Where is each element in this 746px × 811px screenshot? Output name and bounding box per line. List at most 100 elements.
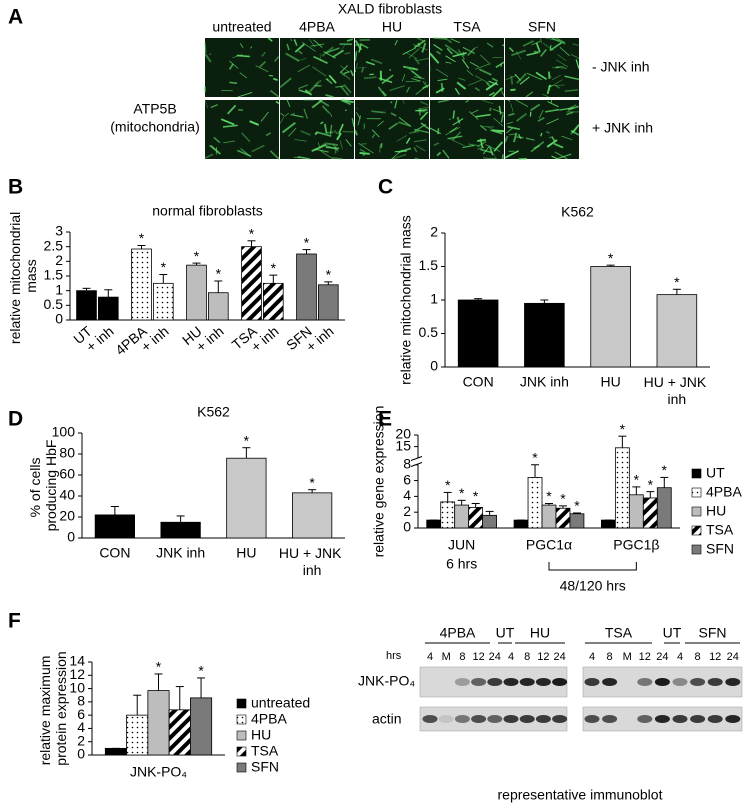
mitochondria-strand: [300, 130, 311, 136]
mitochondria-strand: [361, 43, 369, 49]
mitochondria-strand: [422, 84, 430, 90]
mitochondria-strand: [391, 153, 407, 160]
mitochondria-strand: [237, 149, 252, 158]
mitochondria-strand: [470, 109, 479, 114]
panel-letter: A: [8, 6, 23, 29]
significance-star: *: [560, 491, 566, 507]
y-tick-label: 12: [69, 666, 85, 682]
significance-star: *: [674, 274, 680, 290]
y-tick-label: 8: [403, 455, 411, 471]
mitochondria-strand: [316, 131, 332, 137]
blot-band: [535, 678, 551, 686]
blot-band: [422, 715, 438, 723]
significance-star: *: [249, 226, 255, 242]
y-axis-label: relative gene expression: [371, 406, 387, 558]
mitochondria-strand: [340, 65, 350, 73]
mitochondria-strand: [371, 133, 376, 139]
y-tick-label: 20: [59, 508, 75, 524]
x-tick-label: PGC1α: [526, 537, 572, 553]
mitochondria-strand: [449, 118, 451, 121]
x-tick-label: PGC1β: [613, 537, 659, 553]
blot-group-label: SFN: [699, 625, 727, 641]
mitochondria-strand: [377, 120, 384, 127]
blot-group-label: UT: [496, 625, 515, 641]
bar: [642, 497, 658, 529]
mitochondria-strand: [346, 38, 353, 42]
bar: [291, 492, 333, 539]
mitochondria-strand: [468, 110, 479, 121]
mitochondria-strand: [388, 122, 399, 130]
mitochondria-strand: [309, 81, 320, 93]
mitochondria-strand: [354, 51, 358, 62]
mitochondria-strand: [456, 81, 467, 90]
mitochondria-strand: [450, 38, 461, 44]
blot-band: [503, 715, 519, 723]
mitochondria-strand: [325, 94, 334, 98]
mitochondria-strand: [269, 150, 280, 160]
mitochondria-strand: [516, 112, 527, 122]
mitochondria-strand: [456, 116, 461, 124]
legend-label: SFN: [251, 759, 279, 775]
significance-star: *: [459, 485, 465, 501]
significance-star: *: [194, 248, 200, 264]
mitochondria-strand: [506, 127, 513, 134]
blot-band: [690, 678, 706, 686]
mitochondria-strand: [339, 65, 348, 74]
y-tick-label: 2: [77, 732, 85, 748]
mitochondria-strand: [555, 59, 569, 68]
bar: [296, 253, 317, 321]
x-tick-label: JNK inh: [156, 545, 205, 561]
lane-label: M: [623, 651, 632, 663]
mitochondria-strand: [310, 43, 325, 47]
mitochondria-strand: [545, 130, 550, 134]
mitochondria-strand: [413, 139, 427, 143]
mitochondria-strand: [457, 49, 465, 60]
mitochondria-strand: [398, 121, 411, 127]
mitochondria-strand: [545, 108, 560, 113]
blot-group-label: UT: [663, 625, 682, 641]
mitochondria-strand: [408, 130, 420, 134]
bar: [541, 504, 557, 529]
mitochondria-strand: [435, 68, 449, 77]
mitochondria-strand: [489, 107, 492, 112]
blot-band: [487, 715, 503, 723]
mitochondria-strand: [414, 57, 421, 65]
mitochondria-strand: [548, 79, 563, 89]
blot-band: [454, 678, 470, 686]
bar: [76, 290, 97, 321]
lane-label: 12: [472, 651, 484, 663]
legend-swatch: [236, 746, 247, 757]
significance-star: *: [532, 449, 538, 465]
bar: [656, 294, 698, 368]
mitochondria-strand: [344, 109, 347, 112]
blot-band: [602, 715, 618, 723]
mitochondria-strand: [402, 99, 405, 105]
mitochondria-strand: [489, 147, 494, 156]
mitochondria-strand: [415, 109, 428, 112]
mitochondria-strand: [533, 50, 540, 54]
mitochondria-strand: [421, 42, 427, 53]
mitochondria-strand: [538, 109, 544, 119]
y-tick-label: 80: [59, 445, 75, 461]
mitochondria-strand: [508, 133, 517, 136]
mitochondria-strand: [424, 81, 427, 85]
mitochondria-strand: [493, 153, 497, 160]
y-tick-label: 6: [403, 471, 411, 487]
mitochondria-strand: [481, 99, 494, 105]
mitochondria-strand: [381, 90, 387, 97]
y-tick-label: 0: [403, 519, 411, 535]
mitochondria-strand: [332, 157, 343, 160]
mitochondria-strand: [329, 124, 333, 135]
bar: [482, 514, 498, 529]
mitochondria-strand: [227, 104, 237, 115]
bar: [317, 284, 339, 321]
mitochondria-strand: [436, 50, 441, 55]
mitochondria-strand: [311, 99, 323, 109]
mitochondria-strand: [381, 74, 394, 85]
mitochondria-strand: [340, 99, 351, 106]
mitochondria-strand: [249, 120, 260, 126]
bar: [131, 248, 152, 321]
mitochondria-strand: [239, 72, 248, 79]
mitochondria-strand: [570, 53, 580, 60]
